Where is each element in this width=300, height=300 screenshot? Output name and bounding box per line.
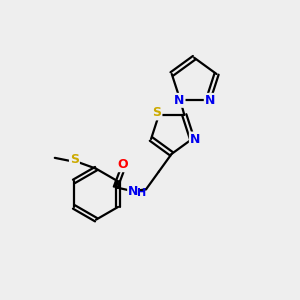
Text: N: N (174, 94, 184, 107)
Text: S: S (152, 106, 161, 119)
Text: N: N (128, 185, 139, 198)
Text: N: N (190, 133, 200, 146)
Text: S: S (70, 153, 79, 166)
Text: O: O (117, 158, 128, 171)
Text: N: N (205, 94, 215, 107)
Text: H: H (136, 188, 146, 198)
